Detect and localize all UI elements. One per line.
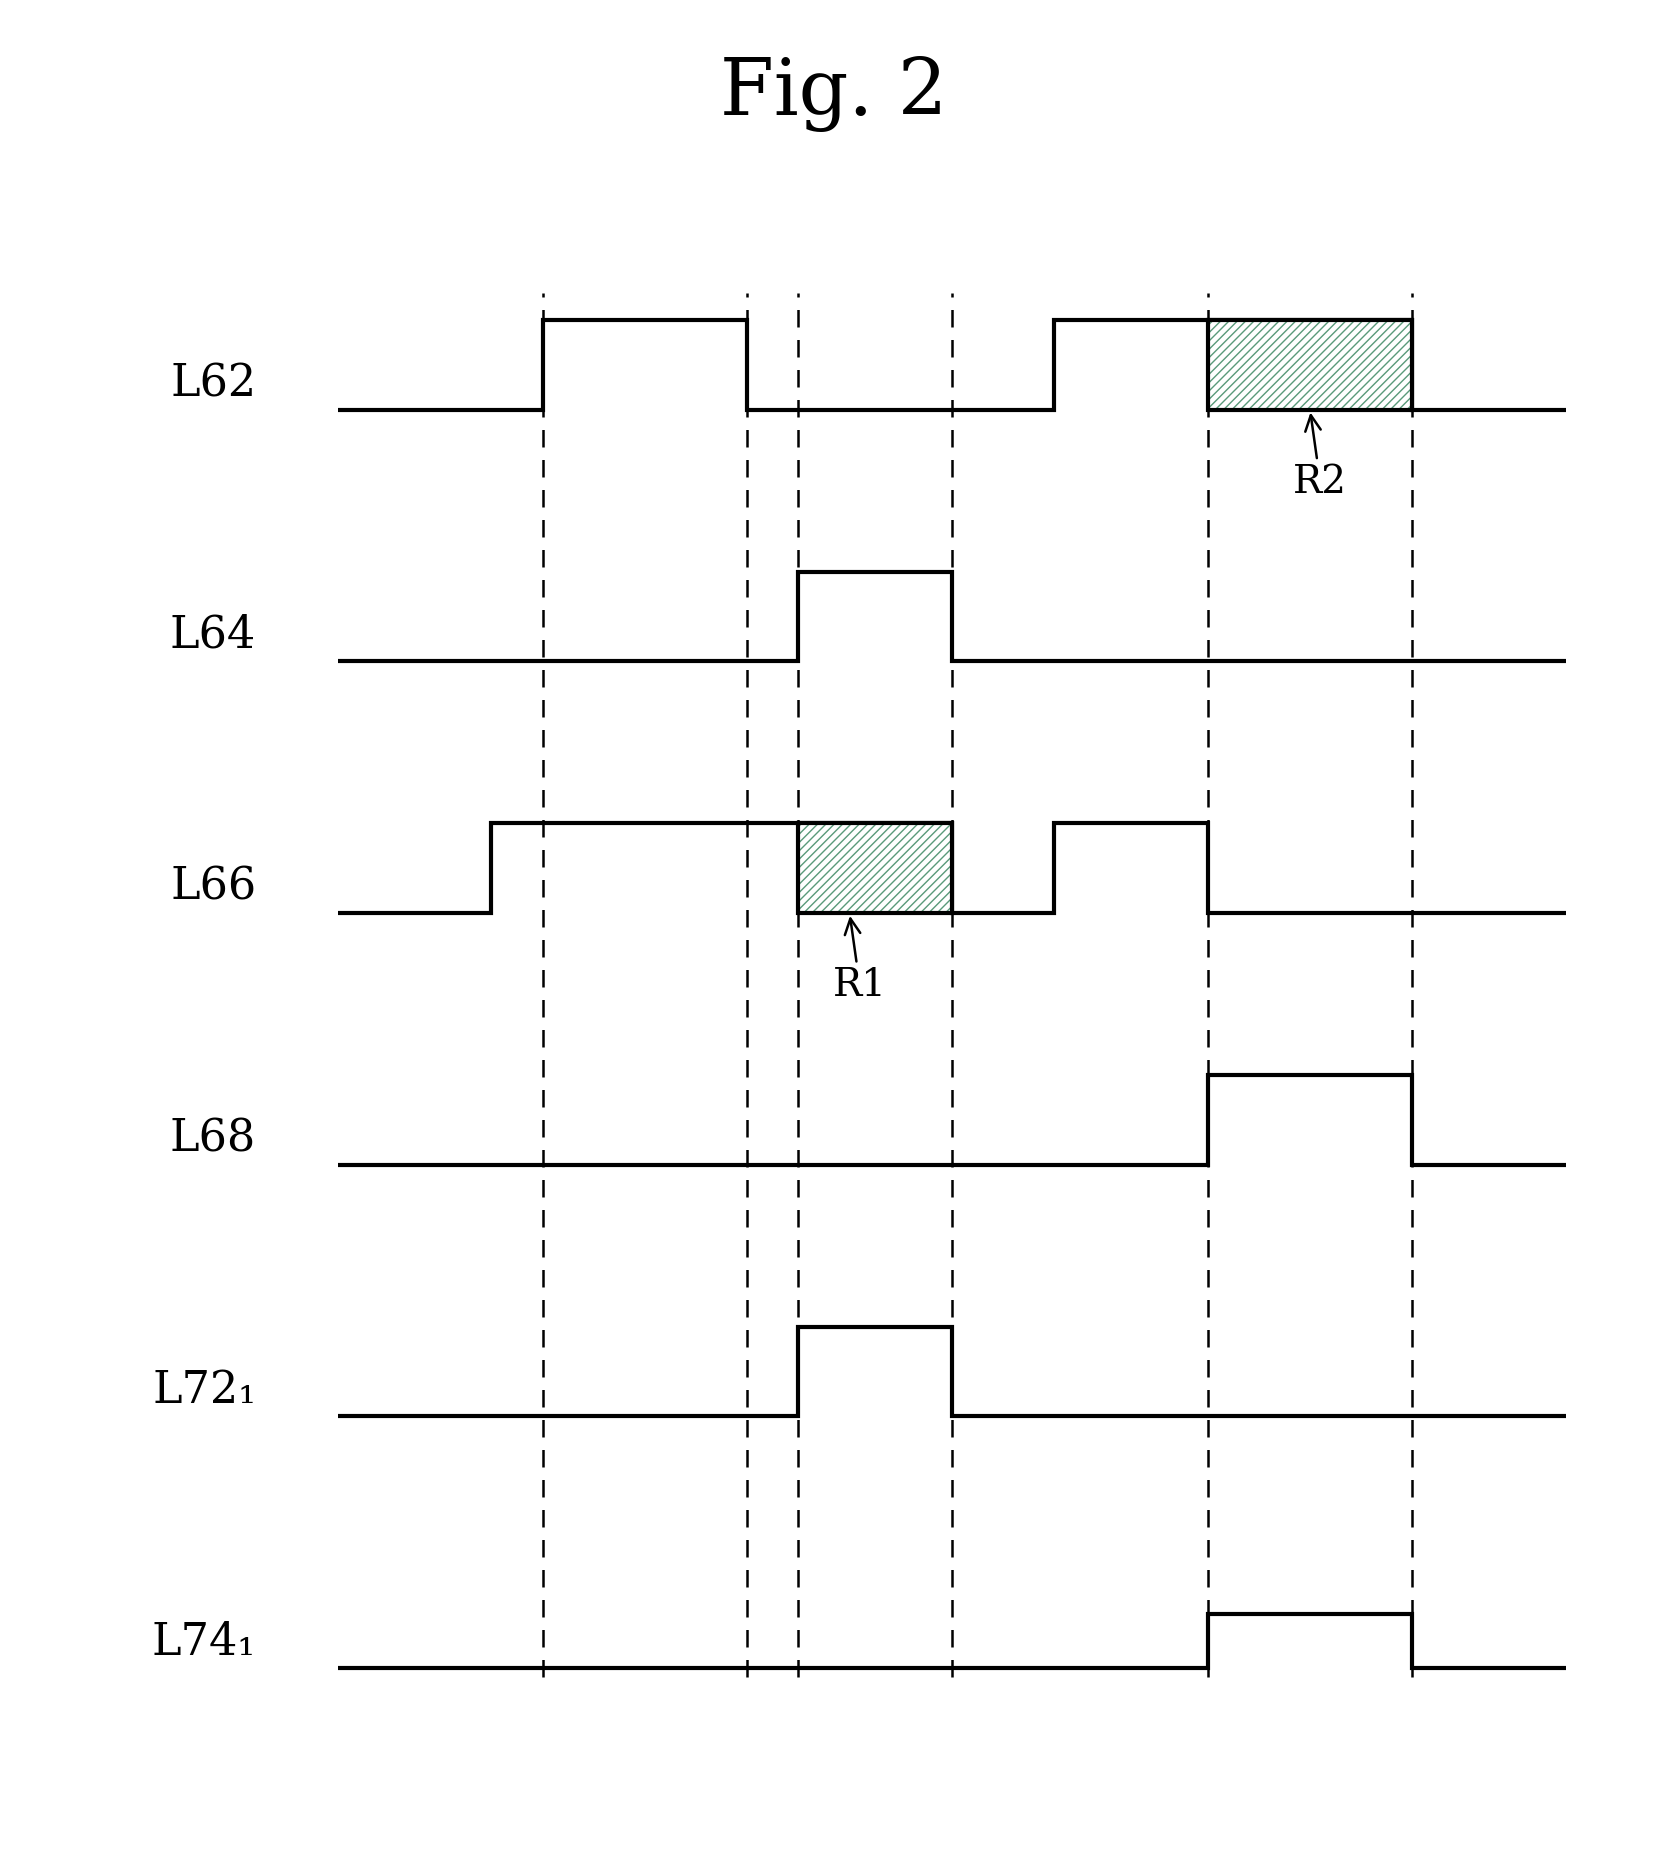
Text: R2: R2: [1294, 414, 1347, 501]
Text: L72₁: L72₁: [152, 1369, 257, 1412]
Text: L68: L68: [170, 1117, 257, 1160]
Text: L74₁: L74₁: [152, 1621, 257, 1663]
Bar: [798, 823, 952, 914]
Text: L64: L64: [170, 614, 257, 657]
Text: Fig. 2: Fig. 2: [720, 56, 947, 131]
Bar: [1207, 320, 1412, 409]
Text: R1: R1: [834, 919, 887, 1005]
Bar: [798, 823, 952, 914]
Bar: [1207, 320, 1412, 409]
Text: L66: L66: [170, 866, 257, 908]
Text: L62: L62: [170, 363, 257, 405]
